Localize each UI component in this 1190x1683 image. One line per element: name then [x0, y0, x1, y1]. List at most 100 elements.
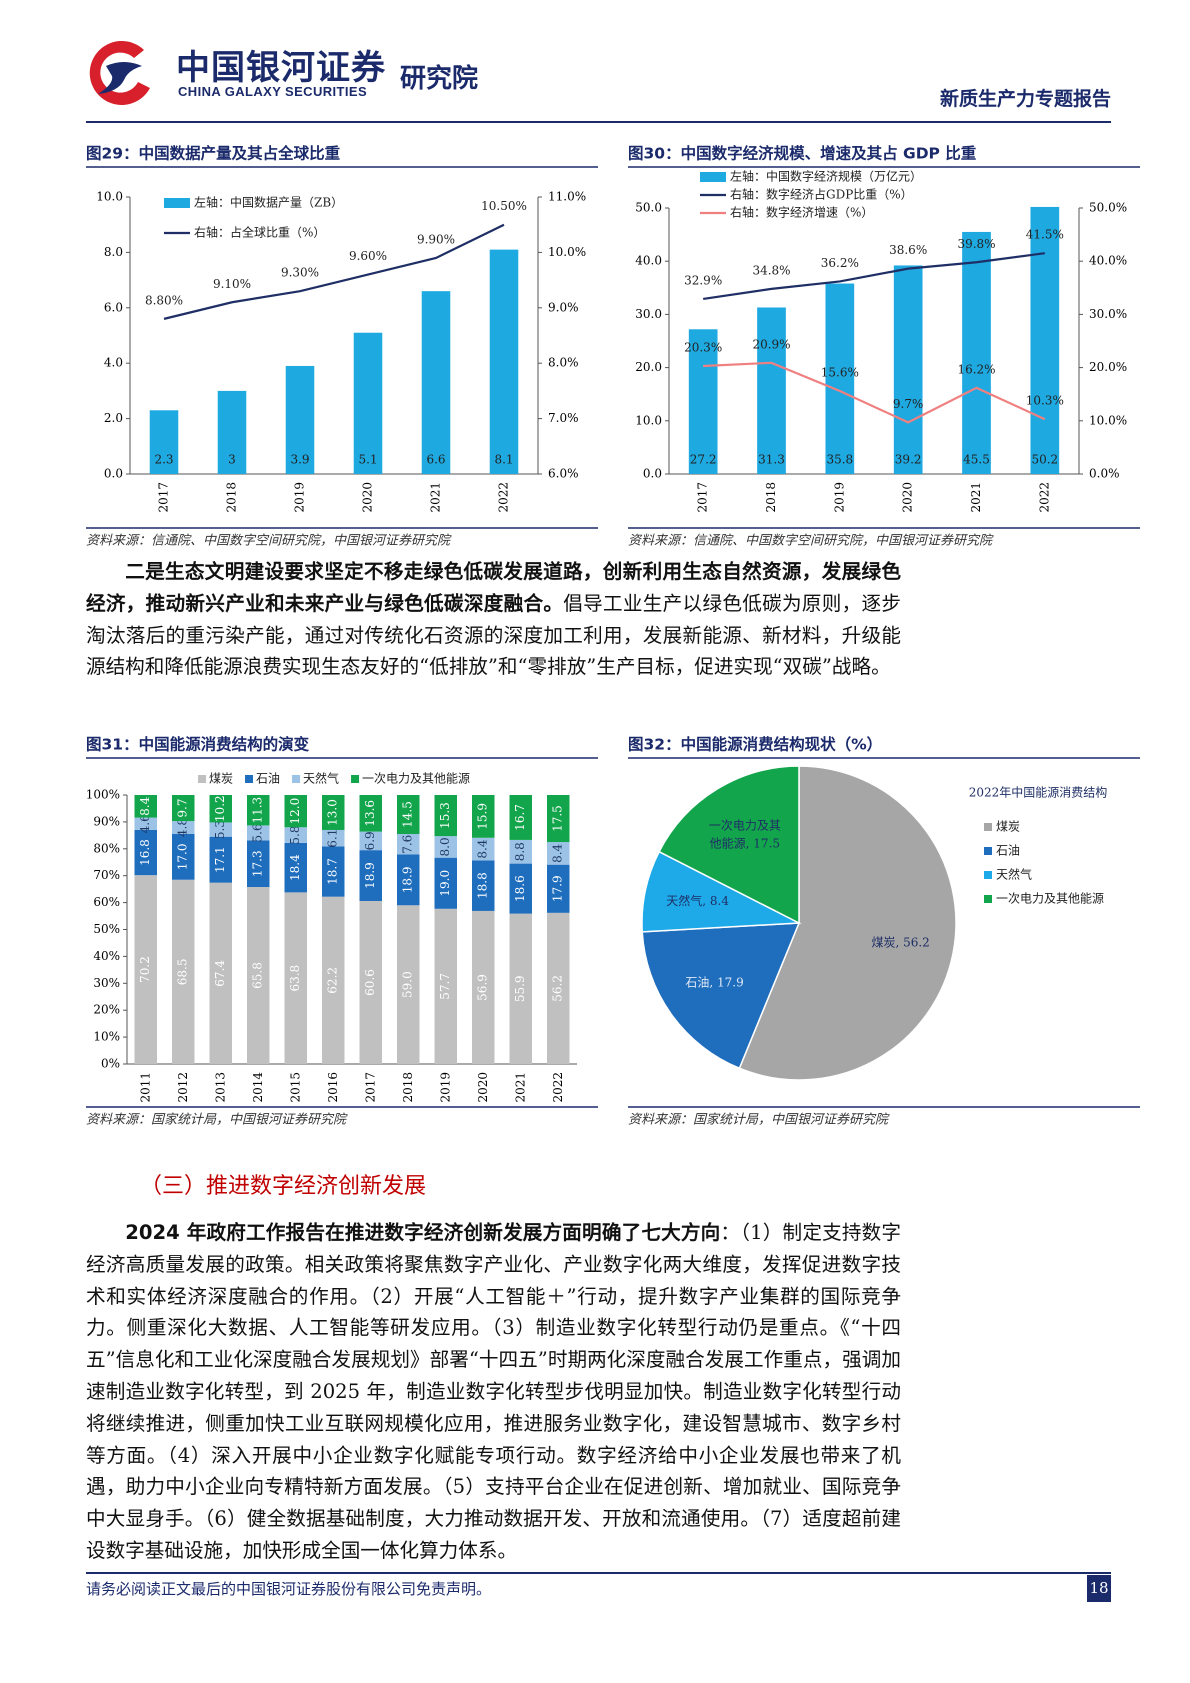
bar	[353, 332, 383, 474]
y2-tick-label: 10.0%	[1089, 413, 1127, 427]
legend-swatch	[984, 871, 992, 879]
figure-title: 图30：中国数字经济规模、增速及其占 GDP 比重	[628, 144, 977, 163]
data-label: 9.90%	[417, 232, 455, 246]
logo	[89, 40, 150, 105]
x-tick-label: 2015	[288, 1072, 302, 1103]
y-tick-label: 100%	[86, 788, 120, 802]
bar	[489, 249, 519, 474]
data-label: 38.6%	[889, 243, 927, 257]
data-label: 13.6	[363, 800, 377, 827]
data-label: 36.2%	[821, 256, 859, 270]
data-label: 20.9%	[752, 337, 790, 351]
y2-tick-label: 8.0%	[548, 356, 579, 370]
data-label: 2.3	[154, 453, 173, 467]
x-tick-label: 2018	[401, 1072, 415, 1103]
data-label: 60.6	[363, 969, 377, 996]
data-label: 27.2	[690, 453, 717, 467]
data-label: 17.9	[551, 875, 565, 902]
data-label: 31.3	[758, 453, 785, 467]
bar-segment	[284, 842, 307, 893]
legend-swatch	[164, 198, 190, 208]
y-tick-label: 30%	[93, 976, 120, 990]
y-tick-label: 40%	[93, 949, 120, 963]
pie-slice	[641, 922, 801, 1070]
data-label: 6.6	[426, 453, 445, 467]
data-label: 6.9	[363, 831, 377, 850]
legend-label: 天然气	[303, 771, 339, 786]
data-label: 18.9	[401, 867, 415, 894]
data-label: 56.2	[551, 975, 565, 1002]
bar-segment	[172, 821, 195, 835]
data-label: 14.5	[401, 801, 415, 828]
data-label: 13.0	[326, 799, 340, 826]
data-label: 55.9	[513, 975, 527, 1002]
y-tick-label: 2.0	[104, 411, 123, 425]
data-label: 50.2	[1031, 453, 1058, 467]
figure-source: 资料来源：信通院、中国数字空间研究院，中国银河证券研究院	[628, 533, 994, 549]
bar	[825, 283, 855, 474]
data-label: 10.50%	[481, 199, 527, 213]
x-tick-label: 2022	[497, 482, 511, 513]
bar-segment	[472, 837, 495, 861]
data-label: 8.8	[513, 842, 527, 861]
y-tick-label: 50.0	[635, 201, 662, 215]
bar-segment	[509, 839, 532, 864]
slice-label: 一次电力及其他能源, 17.5	[709, 818, 781, 850]
figure: 图32：中国能源消费结构现状（%） 资料来源：国家统计局，中国银河证券研究院 煤…	[628, 735, 1140, 1128]
y2-tick-label: 11.0%	[548, 190, 586, 204]
data-label: 5.8	[288, 826, 302, 845]
data-label: 18.4	[288, 854, 302, 881]
data-label: 34.8%	[752, 263, 790, 277]
data-label: 17.1	[213, 846, 227, 873]
x-tick-label: 2016	[326, 1072, 340, 1103]
bar-segment	[547, 864, 570, 913]
data-label: 5.3	[213, 820, 227, 839]
x-tick-label: 2022	[551, 1072, 565, 1103]
bar-segment	[322, 846, 345, 897]
data-label: 41.5%	[1026, 228, 1064, 242]
bar-segment	[322, 896, 345, 1064]
legend-swatch	[700, 172, 726, 182]
y2-tick-label: 30.0%	[1089, 307, 1127, 321]
figure-source: 资料来源：国家统计局，中国银河证券研究院	[628, 1112, 890, 1128]
pie-slice	[658, 765, 800, 925]
data-label: 39.8%	[957, 237, 995, 251]
paragraph: 二是生态文明建设要求坚定不移走绿色低碳发展道路，创新利用生态自然资源，发展绿色经…	[86, 556, 901, 683]
y-tick-label: 0%	[101, 1057, 120, 1071]
data-label: 35.8	[826, 453, 853, 467]
data-label: 8.4	[551, 843, 565, 862]
legend-label: 煤炭	[996, 820, 1020, 834]
bar-segment	[209, 795, 232, 823]
y-tick-label: 20.0	[635, 360, 662, 374]
data-label: 11.3	[251, 797, 265, 824]
y-tick-label: 60%	[93, 895, 120, 909]
data-label: 17.0	[176, 844, 190, 871]
y-tick-label: 40.0	[635, 254, 662, 268]
bar-segment	[134, 829, 157, 876]
legend-label: 天然气	[996, 867, 1032, 882]
legend-label: 左轴：中国数字经济规模（万亿元）	[730, 169, 922, 184]
data-label: 4.8	[176, 818, 190, 837]
bar-segment	[322, 829, 345, 847]
x-tick-label: 2021	[969, 482, 983, 513]
legend-swatch	[984, 895, 992, 903]
x-tick-label: 2017	[157, 482, 171, 513]
bar	[962, 231, 991, 474]
bar-segment	[284, 827, 307, 843]
data-label: 19.0	[438, 870, 452, 897]
data-label: 7.6	[401, 835, 415, 854]
x-tick-label: 2021	[513, 1072, 527, 1103]
data-label: 10.2	[213, 795, 227, 822]
pie-slice	[738, 765, 957, 1081]
bar-segment	[172, 879, 195, 1064]
data-label: 3.9	[290, 453, 309, 467]
legend-label: 石油	[996, 844, 1020, 858]
slice-label: 煤炭, 56.2	[871, 936, 929, 950]
bar-segment	[172, 795, 195, 822]
data-label: 15.3	[438, 802, 452, 829]
bar	[285, 365, 315, 474]
figure-title: 图29：中国数据产量及其占全球比重	[86, 144, 341, 163]
x-tick-label: 2017	[696, 482, 710, 513]
data-label: 6.1	[326, 829, 340, 848]
